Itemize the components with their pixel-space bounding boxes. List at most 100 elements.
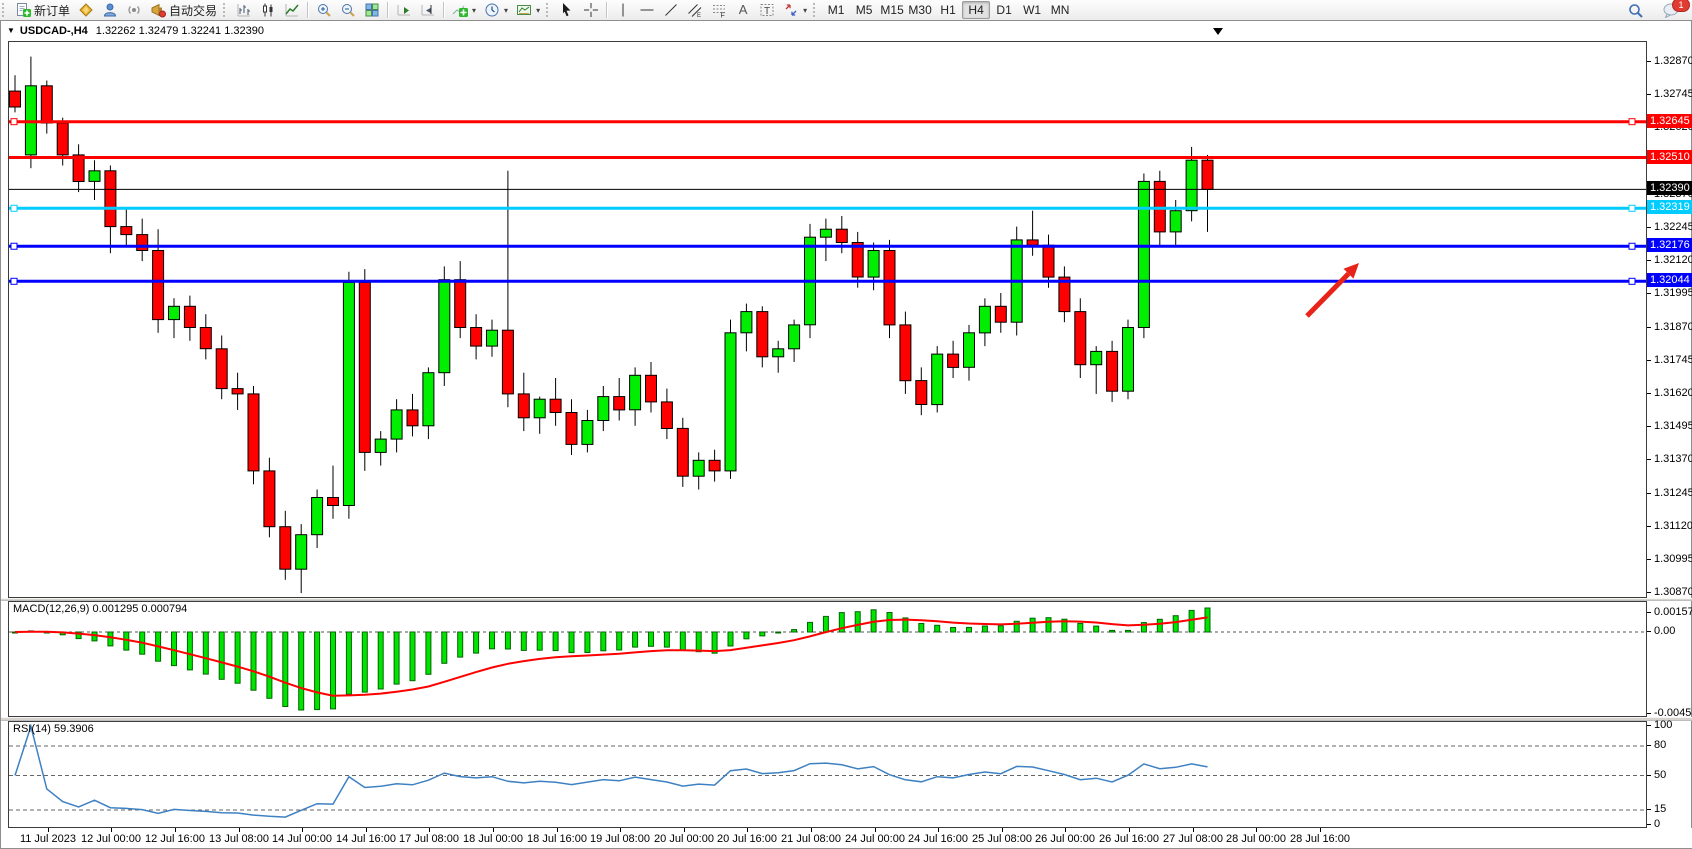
bear-candle bbox=[645, 374, 657, 403]
bull-candle bbox=[740, 311, 753, 334]
time-tick-label: 17 Jul 08:00 bbox=[399, 833, 459, 845]
periods-button[interactable]: ▾ bbox=[480, 1, 512, 19]
macd-histogram-bar bbox=[822, 615, 829, 633]
price-tick-label: 1.32120 bbox=[1647, 254, 1692, 267]
equidistant-channel-button[interactable]: E bbox=[683, 1, 707, 19]
chat-bubble-icon bbox=[1663, 3, 1679, 18]
toolbar-separator bbox=[387, 2, 390, 18]
bull-candle bbox=[390, 409, 403, 440]
new-order-button[interactable]: 新订单 bbox=[11, 1, 74, 19]
price-axis[interactable]: 1.328701.327451.326201.324951.323701.322… bbox=[1647, 21, 1692, 849]
macd-histogram-bar bbox=[695, 631, 702, 653]
candlestick-chart-button[interactable] bbox=[256, 1, 280, 19]
templates-button[interactable]: ▾ bbox=[512, 1, 544, 19]
timeframe-h1[interactable]: H1 bbox=[934, 1, 962, 19]
auto-scroll-button[interactable] bbox=[392, 1, 416, 19]
macd-histogram-bar bbox=[1109, 629, 1116, 633]
macd-histogram-bar bbox=[489, 631, 495, 650]
price-tick-label: 1.31620 bbox=[1647, 387, 1692, 400]
time-axis[interactable]: 11 Jul 2023 12 Jul 00:00 12 Jul 16:00 13 Ju… bbox=[1, 828, 1692, 848]
price-tick-label: 1.31745 bbox=[1647, 354, 1692, 367]
pane-separator[interactable] bbox=[1, 717, 1692, 721]
bull-candle bbox=[772, 348, 785, 358]
arrow-objects-button[interactable]: ▾ bbox=[779, 1, 811, 19]
bull-candle bbox=[88, 170, 101, 182]
timeframe-m1[interactable]: M1 bbox=[822, 1, 850, 19]
pane-separator[interactable] bbox=[1, 598, 1692, 601]
time-tick-label: 28 Jul 16:00 bbox=[1290, 833, 1350, 845]
time-tick bbox=[1193, 828, 1194, 832]
trendline-button[interactable] bbox=[659, 1, 683, 19]
macd-histogram-bar bbox=[520, 631, 527, 651]
macd-histogram-bar bbox=[648, 631, 654, 647]
arrows-dropdown-arrow[interactable]: ▾ bbox=[803, 5, 808, 15]
periods-dropdown-arrow[interactable]: ▾ bbox=[504, 5, 509, 15]
search-button[interactable] bbox=[1623, 1, 1648, 19]
timeframe-m30[interactable]: M30 bbox=[906, 1, 934, 19]
cursor-button[interactable] bbox=[555, 1, 579, 19]
chat-button[interactable]: 1 bbox=[1658, 0, 1690, 19]
vertical-line-button[interactable] bbox=[611, 1, 635, 19]
price-badge-current-price: 1.32390 bbox=[1647, 181, 1692, 195]
time-tick bbox=[684, 828, 685, 832]
text-button[interactable]: A bbox=[731, 1, 755, 19]
signal-icon bbox=[128, 6, 140, 14]
macd-histogram-bar bbox=[298, 631, 305, 711]
community-person-icon bbox=[104, 3, 117, 17]
bear-candle bbox=[613, 396, 626, 411]
price-tick-label: 1.32245 bbox=[1647, 221, 1692, 234]
scroll-to-end-marker[interactable] bbox=[1213, 28, 1223, 35]
chevron-down-icon[interactable]: ▼ bbox=[7, 26, 15, 35]
timeframe-w1[interactable]: W1 bbox=[1018, 1, 1046, 19]
templates-dropdown-arrow[interactable]: ▾ bbox=[536, 5, 541, 15]
macd-signal-line bbox=[14, 616, 1208, 697]
auto-trading-button[interactable]: 自动交易 bbox=[146, 1, 221, 19]
crosshair-button[interactable] bbox=[579, 1, 603, 19]
bear-candle bbox=[1042, 244, 1055, 278]
time-tick bbox=[620, 828, 621, 832]
auto-trading-label: 自动交易 bbox=[169, 3, 218, 18]
macd-pane[interactable]: MACD(12,26,9) 0.001295 0.000794 bbox=[8, 601, 1647, 717]
f ibonacci-button[interactable]: F bbox=[707, 1, 731, 19]
rsi-axis-label: 15 bbox=[1647, 803, 1666, 816]
tile-windows-button[interactable] bbox=[360, 1, 384, 19]
price-pane[interactable] bbox=[8, 41, 1647, 598]
horizontal-line-button[interactable] bbox=[635, 1, 659, 19]
timeframe-m5[interactable]: M5 bbox=[850, 1, 878, 19]
timeframe-d1[interactable]: D1 bbox=[990, 1, 1018, 19]
candlestick-plot[interactable] bbox=[9, 42, 1646, 597]
zoom-out-button[interactable] bbox=[336, 1, 360, 19]
toolbar-separator bbox=[443, 2, 446, 18]
toolbar-grip[interactable] bbox=[2, 3, 9, 17]
toolbar-grip[interactable] bbox=[546, 3, 553, 17]
timeframe-m15[interactable]: M15 bbox=[878, 1, 906, 19]
text-label-button[interactable]: T bbox=[755, 1, 779, 19]
bull-candle bbox=[1090, 350, 1103, 366]
timeframe-mn[interactable]: MN bbox=[1046, 1, 1074, 19]
signal-button[interactable] bbox=[122, 1, 146, 19]
bear-candle bbox=[247, 393, 260, 472]
bull-candle bbox=[978, 305, 991, 334]
fibonacci-icon: F bbox=[713, 5, 726, 18]
macd-histogram-bar bbox=[250, 631, 257, 691]
bull-candle bbox=[788, 324, 801, 350]
chart-title-bar[interactable]: ▼ USDCAD-,H4 1.32262 1.32479 1.32241 1.323… bbox=[1, 21, 264, 41]
price-badge-level-cyan: 1.32319 bbox=[1647, 200, 1692, 214]
line-chart-button[interactable] bbox=[280, 1, 304, 19]
time-tick-label: 26 Jul 16:00 bbox=[1099, 833, 1159, 845]
chart-shift-button[interactable] bbox=[416, 1, 440, 19]
timeframe-h4[interactable]: H4 bbox=[962, 1, 991, 19]
toolbar-grip[interactable] bbox=[223, 3, 230, 17]
community-button[interactable] bbox=[98, 1, 122, 19]
macd-histogram-bar bbox=[186, 631, 193, 671]
bar-chart-button[interactable] bbox=[232, 1, 256, 19]
rsi-pane[interactable]: RSI(14) 59.3906 bbox=[8, 721, 1647, 828]
bull-candle bbox=[819, 228, 832, 238]
gold-button[interactable] bbox=[74, 1, 98, 19]
time-tick-label: 27 Jul 08:00 bbox=[1163, 833, 1223, 845]
bear-candle bbox=[56, 122, 69, 156]
indicators-button[interactable]: ▾ bbox=[448, 1, 480, 19]
indicators-dropdown-arrow[interactable]: ▾ bbox=[472, 5, 477, 15]
zoom-in-button[interactable] bbox=[312, 1, 336, 19]
toolbar-grip[interactable] bbox=[813, 3, 820, 17]
